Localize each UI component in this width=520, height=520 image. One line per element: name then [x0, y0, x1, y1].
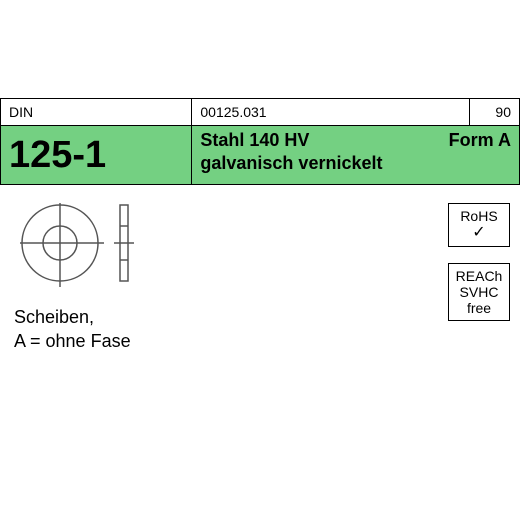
description: Scheiben, A = ohne Fase — [14, 305, 131, 354]
rohs-text: RoHS — [455, 208, 503, 224]
material-cell: Stahl 140 HV Form A galvanisch vernickel… — [192, 126, 520, 184]
standard-number: 125-1 — [9, 134, 106, 177]
standard-number-cell: 125-1 — [0, 126, 192, 184]
washer-svg — [20, 203, 150, 287]
header-standard: DIN — [0, 99, 192, 125]
reach-line3: free — [455, 300, 503, 316]
header-code: 00125.031 — [192, 99, 470, 125]
washer-diagram — [20, 203, 150, 292]
form-label: Form A — [449, 130, 511, 151]
spec-card: DIN 00125.031 90 125-1 Stahl 140 HV Form… — [0, 98, 520, 423]
body-area: Scheiben, A = ohne Fase RoHS ✓ REACh SVH… — [0, 185, 520, 425]
description-line1: Scheiben, — [14, 305, 131, 329]
header-row: DIN 00125.031 90 — [0, 98, 520, 126]
header-revision: 90 — [470, 99, 520, 125]
title-row: 125-1 Stahl 140 HV Form A galvanisch ver… — [0, 126, 520, 185]
reach-line1: REACh — [455, 268, 503, 284]
reach-line2: SVHC — [455, 284, 503, 300]
finish-text: galvanisch vernickelt — [200, 153, 511, 174]
description-line2: A = ohne Fase — [14, 329, 131, 353]
check-icon: ✓ — [455, 224, 503, 242]
reach-badge: REACh SVHC free — [448, 263, 510, 321]
rohs-badge: RoHS ✓ — [448, 203, 510, 247]
